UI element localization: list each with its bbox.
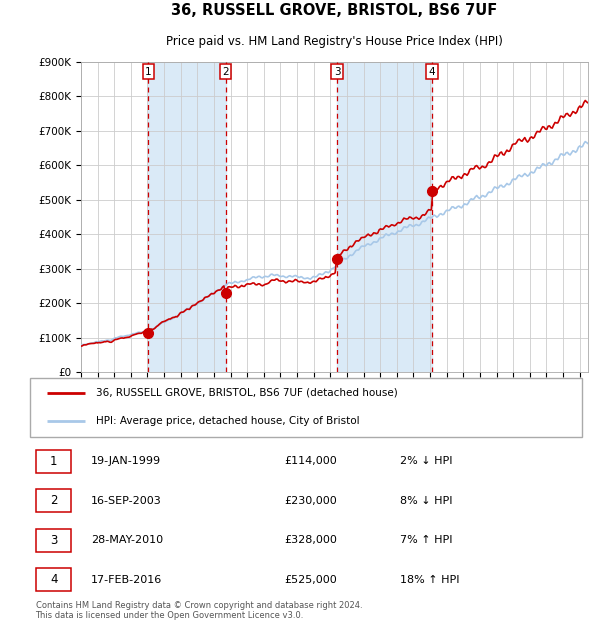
Text: 17-FEB-2016: 17-FEB-2016 (91, 575, 162, 585)
Text: 36, RUSSELL GROVE, BRISTOL, BS6 7UF: 36, RUSSELL GROVE, BRISTOL, BS6 7UF (172, 3, 497, 18)
Text: 36, RUSSELL GROVE, BRISTOL, BS6 7UF (detached house): 36, RUSSELL GROVE, BRISTOL, BS6 7UF (det… (96, 388, 398, 398)
Text: 3: 3 (50, 534, 58, 547)
Text: £114,000: £114,000 (284, 456, 337, 466)
FancyBboxPatch shape (35, 568, 71, 591)
Text: 8% ↓ HPI: 8% ↓ HPI (400, 496, 452, 506)
FancyBboxPatch shape (35, 489, 71, 512)
Text: £525,000: £525,000 (284, 575, 337, 585)
Text: £230,000: £230,000 (284, 496, 337, 506)
FancyBboxPatch shape (30, 378, 582, 437)
Text: 19-JAN-1999: 19-JAN-1999 (91, 456, 161, 466)
Bar (148, 62, 226, 372)
Text: 7% ↑ HPI: 7% ↑ HPI (400, 535, 452, 545)
FancyBboxPatch shape (35, 450, 71, 473)
Text: 1: 1 (145, 67, 152, 77)
Text: 2: 2 (223, 67, 229, 77)
Bar (337, 62, 432, 372)
Text: 3: 3 (334, 67, 340, 77)
Text: 16-SEP-2003: 16-SEP-2003 (91, 496, 161, 506)
Text: £328,000: £328,000 (284, 535, 337, 545)
FancyBboxPatch shape (35, 529, 71, 552)
Text: Price paid vs. HM Land Registry's House Price Index (HPI): Price paid vs. HM Land Registry's House … (166, 35, 503, 48)
Text: 1: 1 (50, 455, 58, 468)
Text: 4: 4 (50, 573, 58, 586)
Text: Contains HM Land Registry data © Crown copyright and database right 2024.
This d: Contains HM Land Registry data © Crown c… (35, 601, 362, 620)
Text: HPI: Average price, detached house, City of Bristol: HPI: Average price, detached house, City… (96, 415, 360, 425)
Text: 18% ↑ HPI: 18% ↑ HPI (400, 575, 460, 585)
Text: 28-MAY-2010: 28-MAY-2010 (91, 535, 163, 545)
Text: 4: 4 (429, 67, 436, 77)
Text: 2: 2 (50, 494, 58, 507)
Text: 2% ↓ HPI: 2% ↓ HPI (400, 456, 452, 466)
